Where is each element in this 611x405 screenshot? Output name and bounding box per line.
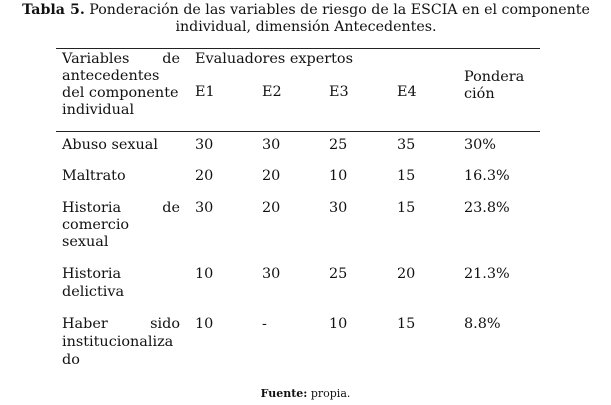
row-1-e2: 30	[262, 137, 281, 153]
row-2-e4: 15	[397, 168, 416, 184]
header-e3: E3	[329, 84, 349, 100]
caption-label: Tabla 5.	[22, 2, 85, 18]
header-variables-line-2: antecedentes	[62, 68, 160, 84]
row-5-variable-line-1: Haber sido	[62, 316, 180, 332]
row-4-e3: 25	[329, 266, 348, 282]
row-5-e2: -	[262, 316, 267, 332]
caption-text-1: Ponderación de las variables de riesgo d…	[89, 2, 590, 18]
source-label: Fuente:	[260, 387, 308, 400]
row-2-variable: Maltrato	[62, 168, 126, 184]
header-ponderacion-line-2: ción	[464, 86, 495, 102]
header-variables-line-1: Variables de	[62, 51, 180, 67]
row-2-ponderacion: 16.3%	[464, 168, 510, 184]
row-3-e2: 20	[262, 200, 281, 216]
row-3-e4: 15	[397, 200, 416, 216]
row-5-variable-line-2: institucionaliza	[62, 334, 174, 350]
row-4-e1: 10	[195, 266, 214, 282]
header-e1: E1	[195, 84, 215, 100]
row-5-e3: 10	[329, 316, 348, 332]
row-1-variable: Abuso sexual	[62, 137, 158, 153]
row-3-variable-line-3: sexual	[62, 234, 109, 250]
row-1-e1: 30	[195, 137, 214, 153]
row-4-e4: 20	[397, 266, 416, 282]
table-source: Fuente: propia.	[0, 387, 611, 400]
table-caption: Tabla 5. Ponderación de las variables de…	[6, 2, 606, 36]
row-2-e3: 10	[329, 168, 348, 184]
row-4-variable-line-1: Historia	[62, 266, 122, 282]
table-top-rule	[56, 48, 540, 49]
row-3-e3: 30	[329, 200, 348, 216]
header-group-label: Evaluadores expertos	[195, 51, 353, 67]
row-5-e1: 10	[195, 316, 214, 332]
row-1-ponderacion: 30%	[464, 137, 496, 153]
caption-line-1: Tabla 5. Ponderación de las variables de…	[6, 2, 606, 19]
header-e4: E4	[397, 84, 417, 100]
row-3-variable-line-1: Historia de	[62, 200, 180, 216]
row-2-e2: 20	[262, 168, 281, 184]
row-5-variable-line-3: do	[62, 352, 80, 368]
row-5-ponderacion: 8.8%	[464, 316, 501, 332]
row-4-ponderacion: 21.3%	[464, 266, 510, 282]
caption-text-2: individual, dimensión Antecedentes.	[175, 19, 437, 35]
row-4-e2: 30	[262, 266, 281, 282]
row-3-ponderacion: 23.8%	[464, 200, 510, 216]
table-header-rule	[56, 131, 540, 132]
header-variables-line-4: individual	[62, 102, 135, 118]
source-text: propia.	[310, 387, 351, 400]
row-1-e4: 35	[397, 137, 416, 153]
row-4-variable-line-2: delictiva	[62, 284, 125, 300]
row-2-e1: 20	[195, 168, 214, 184]
header-e2: E2	[262, 84, 282, 100]
header-ponderacion-line-1: Pondera	[464, 69, 525, 85]
row-1-e3: 25	[329, 137, 348, 153]
header-variables-line-3: del componente	[62, 85, 179, 101]
row-5-e4: 15	[397, 316, 416, 332]
row-3-variable-line-2: comercio	[62, 217, 130, 233]
row-3-e1: 30	[195, 200, 214, 216]
